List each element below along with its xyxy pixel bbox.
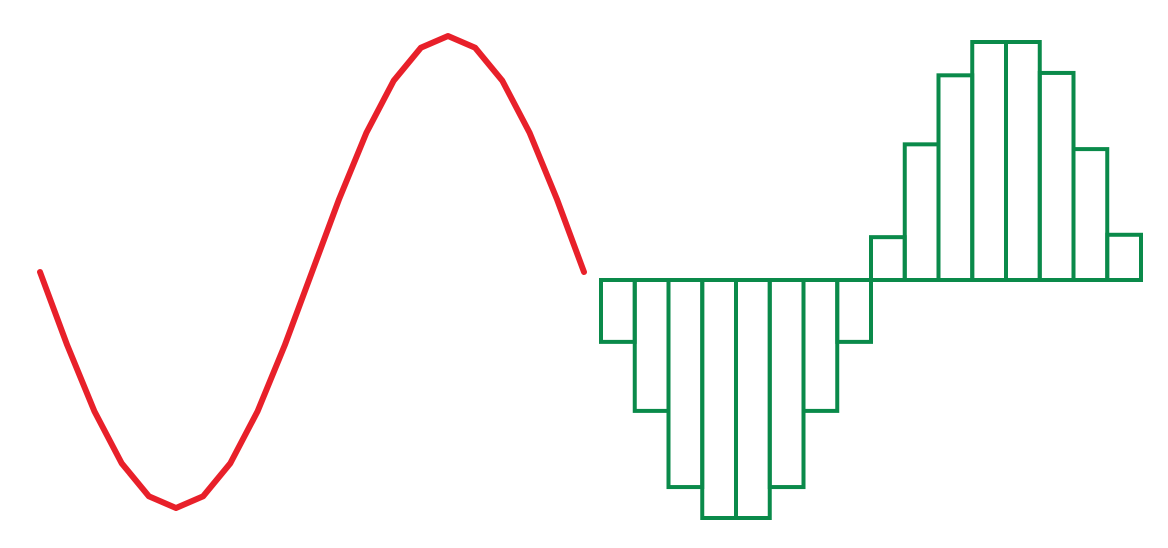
sample-bar xyxy=(734,278,772,520)
sample-bar xyxy=(970,40,1008,282)
sample-bar xyxy=(1004,40,1042,282)
sample-bar xyxy=(1105,232,1143,282)
sample-bar xyxy=(632,278,671,413)
sample-bar xyxy=(936,73,975,282)
sample-bar xyxy=(1071,147,1110,282)
sample-bar xyxy=(902,142,941,282)
sample-bar xyxy=(700,278,738,520)
sample-bar xyxy=(666,278,705,490)
sample-bar xyxy=(869,235,907,283)
sample-bar xyxy=(801,278,840,413)
analog-curve xyxy=(37,33,587,511)
sample-bar xyxy=(599,278,637,344)
sample-bar xyxy=(835,278,873,344)
sample-bar xyxy=(767,278,806,490)
sample-bar xyxy=(1037,70,1076,282)
